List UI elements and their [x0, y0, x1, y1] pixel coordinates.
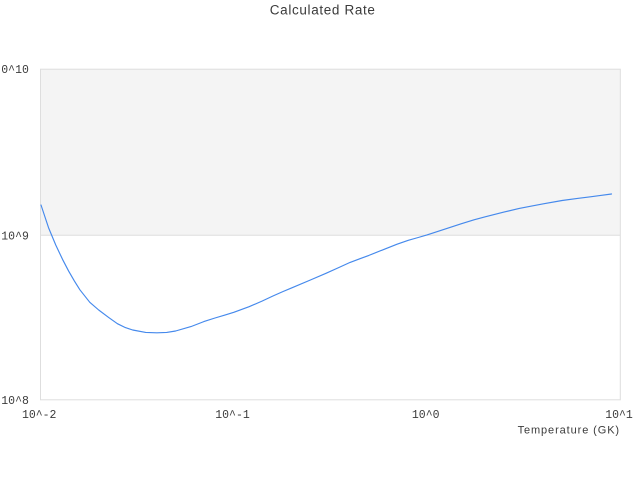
svg-text:10^9: 10^9: [1, 230, 29, 243]
svg-text:Calculated Rate: Calculated Rate: [270, 2, 376, 17]
svg-text:10^-2: 10^-2: [22, 409, 57, 422]
svg-text:Temperature (GK): Temperature (GK): [518, 425, 620, 437]
svg-text:10^0: 10^0: [412, 409, 440, 422]
svg-text:10^-1: 10^-1: [215, 409, 250, 422]
svg-text:10^1: 10^1: [605, 409, 633, 422]
svg-text:0^10: 0^10: [1, 64, 29, 77]
svg-text:10^8: 10^8: [1, 395, 29, 408]
